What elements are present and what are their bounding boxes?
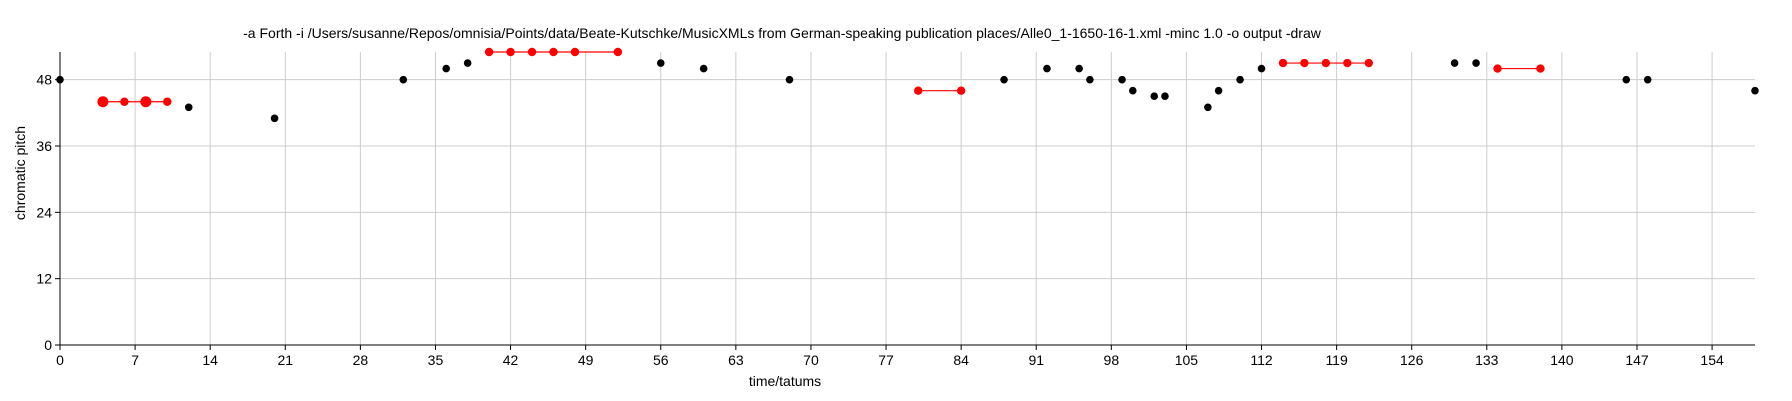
note-point	[1450, 59, 1459, 67]
pattern-point	[484, 47, 494, 57]
x-tick-label: 133	[1475, 352, 1499, 368]
x-tick-label: 77	[878, 352, 894, 368]
note-point	[1128, 86, 1137, 95]
pattern-point	[1536, 64, 1545, 73]
axes	[59, 52, 1755, 346]
note-point	[1622, 75, 1631, 84]
x-tick-label: 91	[1028, 352, 1044, 368]
pattern-occurrence	[1493, 64, 1545, 73]
pattern-series	[97, 47, 1545, 108]
note-point	[442, 64, 451, 73]
x-tick-label: 21	[277, 352, 293, 368]
x-tick-label: 35	[428, 352, 444, 368]
note-point	[1236, 75, 1244, 84]
pattern-point	[613, 47, 623, 57]
note-point	[1257, 64, 1266, 73]
pattern-point	[1300, 58, 1309, 68]
x-tick-label: 56	[653, 352, 669, 368]
x-tick-label: 0	[56, 352, 64, 368]
x-tick-label: 7	[131, 352, 139, 368]
note-point	[270, 114, 279, 123]
x-tick-label: 119	[1325, 352, 1348, 368]
x-tick-label: 98	[1104, 352, 1120, 368]
x-tick-label: 49	[578, 352, 594, 368]
pattern-point	[120, 97, 129, 106]
note-point	[1086, 75, 1094, 84]
note-point	[1118, 75, 1126, 84]
note-point	[463, 59, 472, 67]
note-point	[1472, 59, 1480, 67]
pattern-point	[1364, 58, 1373, 68]
note-point	[1643, 75, 1652, 84]
tick-labels: 0 7 14 21 28 35 42 49 56 63 70 77 84 91 98 105 112 119 126…	[36, 72, 1724, 368]
x-tick-label: 42	[503, 352, 519, 368]
pattern-point	[956, 86, 966, 95]
x-tick-label: 84	[953, 352, 969, 368]
note-point	[1161, 92, 1169, 101]
grid-lines	[59, 52, 1755, 346]
pattern-point	[549, 47, 558, 57]
pattern-occurrence	[484, 47, 623, 57]
note-point	[1075, 64, 1083, 73]
y-tick-label: 12	[36, 271, 52, 287]
note-point	[1043, 64, 1051, 73]
pattern-point	[140, 96, 152, 108]
pattern-point	[163, 97, 172, 106]
pattern-occurrence	[914, 86, 966, 95]
y-tick-label: 48	[36, 72, 52, 88]
chart-title: -a Forth -i /Users/susanne/Repos/omnisia…	[243, 25, 1322, 41]
x-tick-label: 28	[353, 352, 369, 368]
pattern-point	[1493, 64, 1502, 73]
x-tick-label: 105	[1175, 352, 1199, 368]
pattern-point	[1321, 58, 1331, 68]
x-axis-label: time/tatums	[749, 373, 821, 389]
x-tick-label: 140	[1550, 352, 1574, 368]
pattern-point	[570, 47, 580, 57]
x-tick-label: 154	[1700, 352, 1724, 368]
note-point	[656, 59, 665, 67]
pattern-point	[914, 86, 923, 95]
x-tick-label: 147	[1625, 352, 1649, 368]
pattern-point	[527, 47, 537, 57]
pattern-point	[1343, 58, 1352, 68]
note-point	[1000, 75, 1008, 84]
note-point	[1204, 103, 1212, 112]
pattern-occurrence	[1278, 58, 1373, 68]
note-point	[1751, 86, 1759, 95]
pattern-point	[1278, 58, 1288, 68]
y-axis-label: chromatic pitch	[12, 126, 28, 220]
note-point	[1214, 86, 1223, 95]
y-tick-label: 24	[36, 204, 52, 220]
note-point	[785, 75, 794, 84]
note-point	[399, 75, 408, 84]
note-point	[184, 103, 193, 112]
x-tick-label: 14	[202, 352, 218, 368]
note-point	[699, 64, 708, 73]
note-points	[56, 59, 1759, 123]
pattern-point	[97, 96, 109, 108]
x-tick-label: 112	[1250, 352, 1273, 368]
note-point	[1150, 92, 1159, 101]
pattern-occurrence	[97, 96, 172, 108]
x-tick-label: 63	[728, 352, 744, 368]
pattern-point	[506, 47, 515, 57]
x-tick-label: 126	[1400, 352, 1424, 368]
y-tick-label: 0	[44, 337, 52, 353]
note-point	[56, 75, 64, 84]
x-tick-label: 70	[803, 352, 819, 368]
y-tick-label: 36	[36, 138, 52, 154]
